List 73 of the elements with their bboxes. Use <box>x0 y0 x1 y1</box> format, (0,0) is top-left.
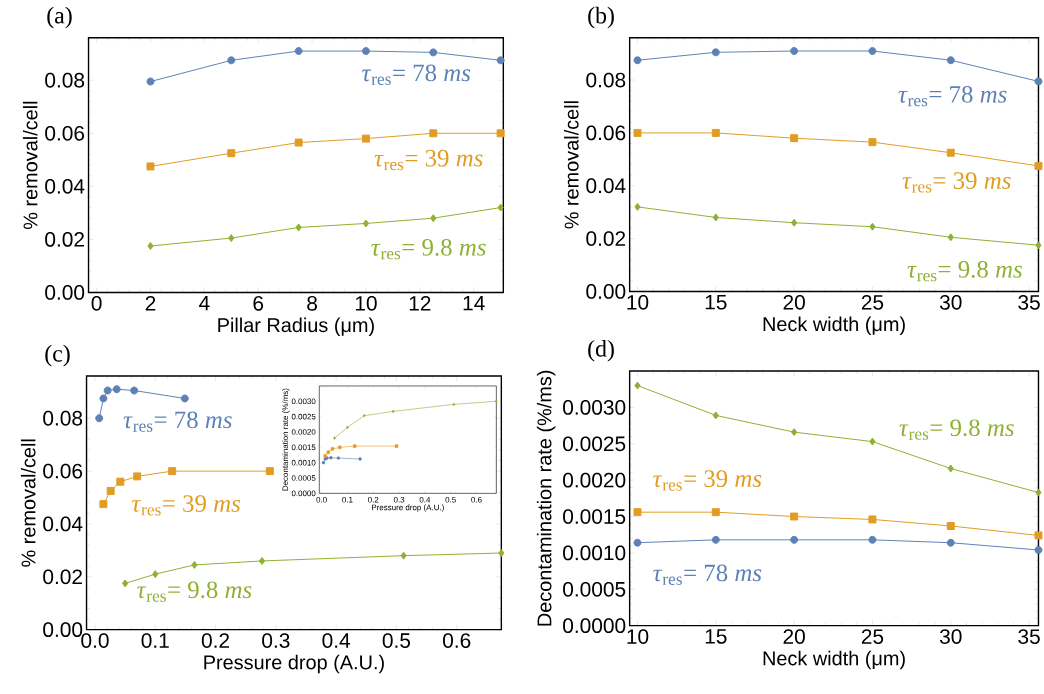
series-label: τ$_{res}$= 39 ms <box>902 172 1011 193</box>
x-tick-label: 2 <box>145 295 156 311</box>
x-tick-label: 8 <box>307 295 317 311</box>
y-tick-label: 0.04 <box>43 516 83 532</box>
x-tick-label: 12 <box>409 295 431 311</box>
x-axis-title: Neck width (μm) <box>763 650 905 670</box>
x-tick-label: 20 <box>783 629 805 644</box>
x-tick-label: 10 <box>627 629 649 644</box>
y-tick-label: 0.06 <box>43 463 83 479</box>
y-axis-title: Decontamination rate (%/ms) <box>536 370 556 626</box>
x-tick-label: 25 <box>861 294 884 310</box>
series-label: τ$_{res}$= 39 ms <box>374 149 483 171</box>
x-tick-label: 0.2 <box>201 633 230 648</box>
y-tick-label: 0.06 <box>45 125 85 141</box>
chart-title: (a) <box>47 6 72 29</box>
x-tick-label: 30 <box>939 629 962 644</box>
series-label: τ$_{res}$= 39 ms <box>131 495 241 516</box>
chart-title: (c) <box>45 344 70 367</box>
x-tick-label: 10 <box>627 294 649 310</box>
series-label: τ$_{res}$= 78 ms <box>653 564 762 585</box>
y-tick-label: 0.08 <box>45 72 85 88</box>
x-tick-label: 0.1 <box>141 633 169 648</box>
y-tick-label: 0.00 <box>586 283 626 299</box>
series-label: τ$_{res}$= 9.8 ms <box>371 238 486 260</box>
x-tick-label: 0.3 <box>262 633 290 648</box>
y-tick-label: 0.02 <box>43 569 82 585</box>
x-tick-label: 35 <box>1018 294 1040 310</box>
chart-title: (b) <box>588 6 614 29</box>
x-tick-label: 15 <box>705 294 727 310</box>
x-axis-title: Neck width (μm) <box>763 316 905 335</box>
x-axis-title: Pillar Radius (μm) <box>218 317 374 336</box>
y-tick-label: 0.00 <box>45 284 85 300</box>
series-label: τ$_{res}$= 9.8 ms <box>137 581 252 602</box>
x-tick-label: 30 <box>939 294 962 310</box>
y-tick-label: 0.0015 <box>563 508 626 524</box>
x-tick-label: 14 <box>463 295 485 311</box>
chart-title: (d) <box>588 339 614 362</box>
series-label: τ$_{res}$= 78 ms <box>123 411 232 432</box>
y-tick-label: 0.02 <box>45 231 84 247</box>
y-tick-label: 0.0020 <box>563 472 626 488</box>
y-tick-label: 0.0030 <box>563 399 626 415</box>
x-tick-label: 4 <box>199 295 210 311</box>
x-tick-label: 0.5 <box>382 633 411 648</box>
y-tick-label: 0.0010 <box>563 545 626 561</box>
series-label: τ$_{res}$= 9.8 ms <box>907 260 1022 282</box>
y-tick-label: 0.04 <box>45 178 85 194</box>
y-tick-label: 0.08 <box>43 410 83 426</box>
y-tick-label: 0.06 <box>586 125 626 141</box>
x-axis-title: Pressure drop (A.U.) <box>204 654 384 674</box>
y-tick-label: 0.0025 <box>563 436 626 452</box>
x-tick-label: 6 <box>253 295 264 311</box>
x-tick-label: 20 <box>783 294 805 310</box>
x-tick-label: 25 <box>861 629 884 644</box>
y-tick-label: 0.02 <box>586 231 626 246</box>
series-label: τ$_{res}$= 39 ms <box>653 470 762 491</box>
series-label: τ$_{res}$= 78 ms <box>898 85 1007 107</box>
x-tick-label: 0.4 <box>322 633 351 648</box>
y-axis-title: % removal/cell <box>22 101 38 229</box>
x-tick-label: 10 <box>355 295 377 311</box>
x-tick-label: 35 <box>1018 629 1040 644</box>
x-tick-label: 0.0 <box>81 633 109 648</box>
x-tick-label: 15 <box>705 629 727 644</box>
y-tick-label: 0.00 <box>43 622 83 637</box>
x-tick-label: 0 <box>91 295 102 311</box>
series-label: τ$_{res}$= 9.8 ms <box>899 419 1014 440</box>
y-tick-label: 0.04 <box>586 178 626 194</box>
series-label: τ$_{res}$= 78 ms <box>362 64 471 85</box>
x-tick-label: 0.6 <box>443 633 471 648</box>
y-tick-label: 0.08 <box>586 72 626 88</box>
y-tick-label: 0.0005 <box>563 581 626 597</box>
y-tick-label: 0.0000 <box>563 618 626 633</box>
y-axis-title: % removal/cell <box>564 101 579 229</box>
y-axis-title: % removal/cell <box>20 439 36 567</box>
